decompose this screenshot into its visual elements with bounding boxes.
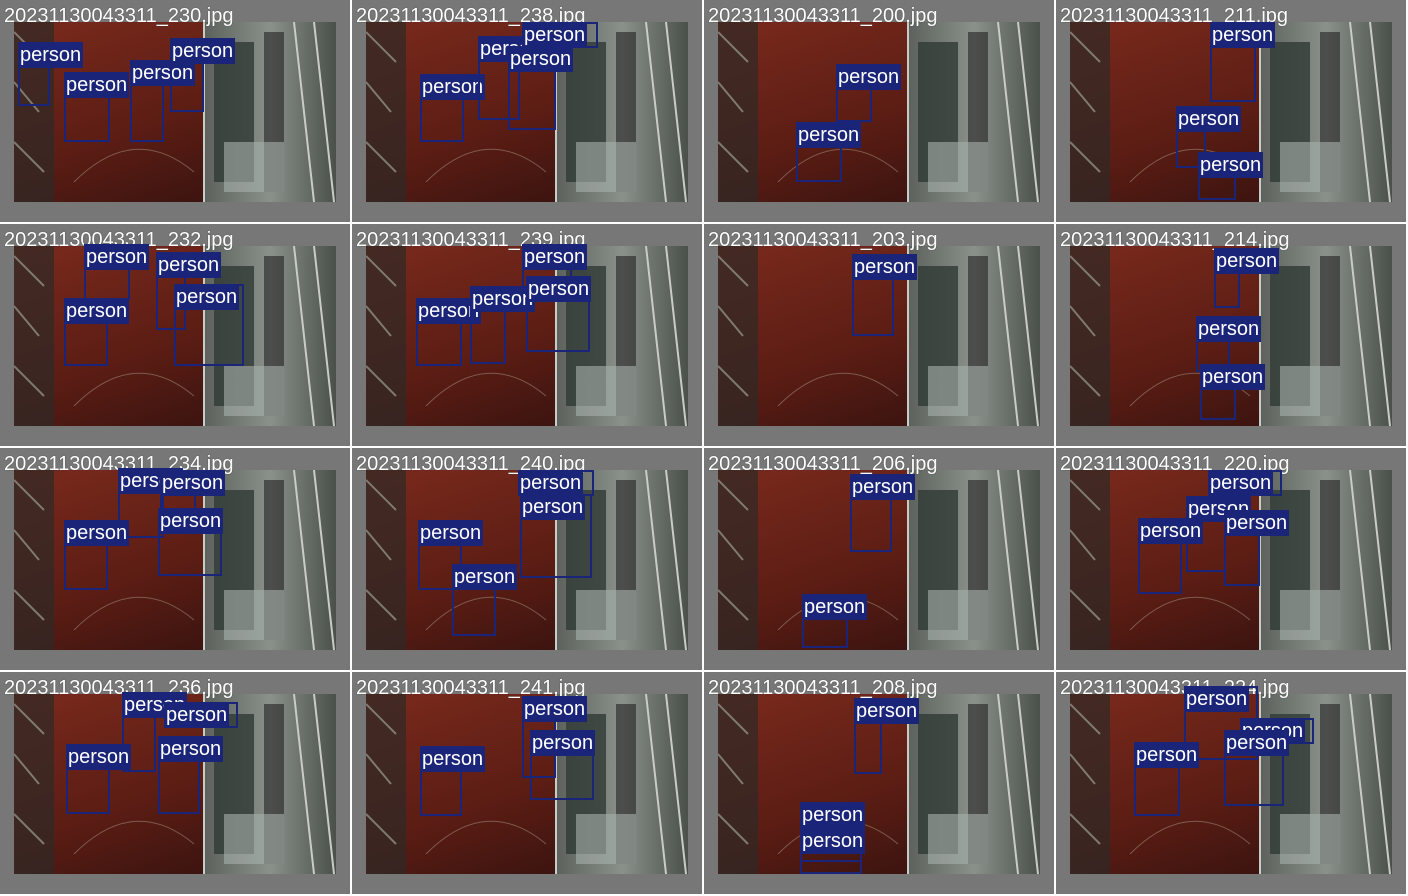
scene-photo: [718, 694, 1040, 874]
detection-label: person: [802, 594, 868, 620]
detection-label: person: [522, 22, 588, 48]
detection-label: person: [160, 470, 226, 496]
detection-label: person: [420, 74, 486, 100]
image-filename: 20231130043311_220.jpg: [1060, 453, 1290, 475]
detection-label: person: [854, 698, 920, 724]
detection-label: person: [1198, 152, 1264, 178]
detection-label: person: [1200, 364, 1266, 390]
detection-label: person: [470, 286, 536, 312]
image-filename: 20231130043311_238.jpg: [356, 5, 586, 27]
image-tile: 20231130043311_206.jpg person person: [704, 448, 1054, 670]
detection-label: person: [1208, 470, 1274, 496]
image-filename: 20231130043311_214.jpg: [1060, 229, 1290, 251]
detection-label: person: [64, 298, 130, 324]
image-tile: 20231130043311_220.jpg person person person…: [1056, 448, 1406, 670]
detection-label: person: [800, 828, 866, 854]
detection-label: person: [520, 494, 586, 520]
image-tile: 20231130043311_238.jpg person person person…: [352, 0, 702, 222]
image-tile: 20231130043311_232.jpg person person person…: [0, 224, 350, 446]
detection-label: person: [850, 474, 916, 500]
scene-photo: [718, 470, 1040, 650]
detection-label: person: [852, 254, 918, 280]
scene-photo: [718, 22, 1040, 202]
detection-label: person: [158, 736, 224, 762]
scene-image: [14, 694, 336, 874]
image-filename: 20231130043311_208.jpg: [708, 677, 938, 699]
detection-label: person: [170, 38, 236, 64]
scene-image: [366, 694, 688, 874]
detection-label: person: [1196, 316, 1262, 342]
detection-label: person: [420, 746, 486, 772]
detection-label: person: [174, 284, 240, 310]
image-tile: 20231130043311_230.jpg person person person…: [0, 0, 350, 222]
image-filename: 20231130043311_236.jpg: [4, 677, 234, 699]
detection-label: person: [130, 60, 196, 86]
detection-label: person: [156, 252, 222, 278]
scene-image: [718, 246, 1040, 426]
scene-image: [718, 22, 1040, 202]
image-filename: 20231130043311_230.jpg: [4, 5, 234, 27]
detection-label: person: [1214, 248, 1280, 274]
detection-label: person: [526, 276, 592, 302]
scene-image: [14, 246, 336, 426]
image-tile: 20231130043311_234.jpg person person person…: [0, 448, 350, 670]
detection-label: person: [18, 42, 84, 68]
scene-photo: [718, 246, 1040, 426]
detection-label: person: [84, 244, 150, 270]
scene-photo: [1070, 246, 1392, 426]
detection-label: person: [1138, 518, 1204, 544]
scene-image: [1070, 470, 1392, 650]
detection-label: person: [1176, 106, 1242, 132]
detection-label: person: [452, 564, 518, 590]
detection-label: person: [64, 72, 130, 98]
image-tile: 20231130043311_211.jpg person person person: [1056, 0, 1406, 222]
image-tile: 20231130043311_214.jpg person person person: [1056, 224, 1406, 446]
detection-label: person: [1184, 686, 1250, 712]
image-tile: 20231130043311_241.jpg person person person: [352, 672, 702, 894]
detection-label: person: [158, 508, 224, 534]
detection-label: person: [796, 122, 862, 148]
scene-photo: [366, 694, 688, 874]
scene-image: [1070, 246, 1392, 426]
detection-label: person: [1224, 730, 1290, 756]
scene-image: [718, 470, 1040, 650]
detection-label: person: [800, 802, 866, 828]
detection-label: person: [518, 470, 584, 496]
detection-label: person: [418, 520, 484, 546]
image-tile: 20231130043311_208.jpg person person person: [704, 672, 1054, 894]
detection-label: person: [836, 64, 902, 90]
image-filename: 20231130043311_200.jpg: [708, 5, 938, 27]
image-filename: 20231130043311_206.jpg: [708, 453, 938, 475]
scene-image: [14, 22, 336, 202]
detection-label: person: [164, 702, 230, 728]
image-tile: 20231130043311_239.jpg person person person…: [352, 224, 702, 446]
detection-label: person: [522, 696, 588, 722]
image-filename: 20231130043311_211.jpg: [1060, 5, 1289, 27]
image-filename: 20231130043311_241.jpg: [356, 677, 586, 699]
detection-label: person: [66, 744, 132, 770]
image-filename: 20231130043311_240.jpg: [356, 453, 586, 475]
detection-label: person: [508, 46, 574, 72]
detection-label: person: [1134, 742, 1200, 768]
detection-label: person: [64, 520, 130, 546]
image-tile: 20231130043311_224.jpg person person person…: [1056, 672, 1406, 894]
image-filename: 20231130043311_203.jpg: [708, 229, 938, 251]
image-tile: 20231130043311_240.jpg person person person…: [352, 448, 702, 670]
scene-image: [718, 694, 1040, 874]
detection-label: person: [1224, 510, 1290, 536]
detection-label: person: [522, 244, 588, 270]
image-filename: 20231130043311_232.jpg: [4, 229, 234, 251]
detection-label: person: [1210, 22, 1276, 48]
detection-label: person: [530, 730, 596, 756]
